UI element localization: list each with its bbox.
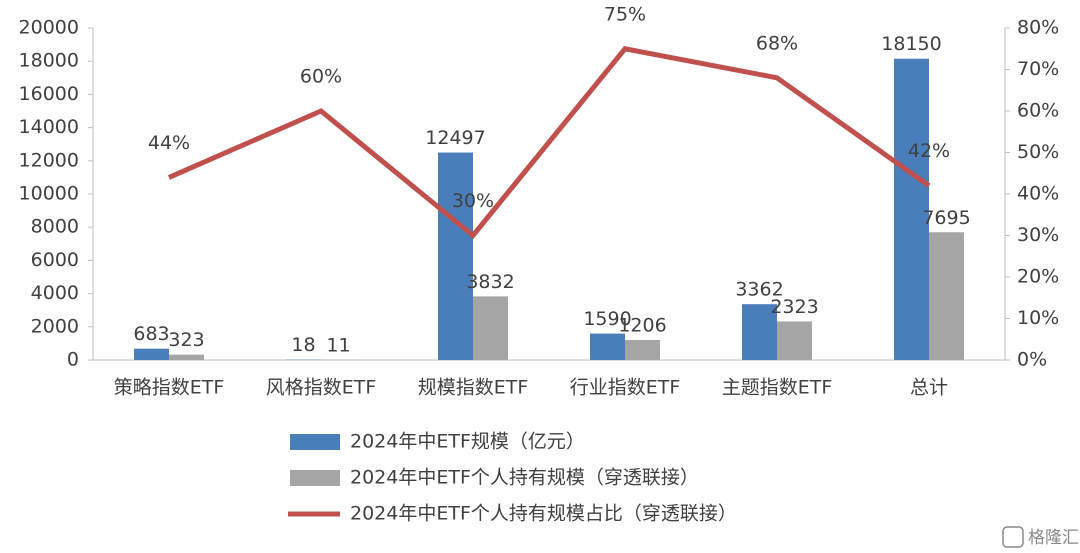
y2-tick-label: 0% — [1017, 349, 1047, 371]
line-value-label: 60% — [300, 66, 342, 88]
y-tick-label: 6000 — [31, 249, 79, 271]
y2-tick-label: 70% — [1017, 58, 1059, 80]
bar-value-label: 3362 — [735, 279, 783, 301]
y-tick-label: 8000 — [31, 216, 79, 238]
x-tick-label: 规模指数ETF — [418, 377, 529, 399]
y2-tick-label: 80% — [1017, 17, 1059, 39]
legend-swatch — [290, 434, 340, 450]
x-tick-label: 主题指数ETF — [722, 377, 833, 399]
y2-tick-label: 20% — [1017, 266, 1059, 288]
line-value-label: 68% — [756, 32, 798, 54]
x-tick-label: 风格指数ETF — [266, 377, 377, 399]
line-value-label: 75% — [604, 3, 646, 25]
y-tick-label: 16000 — [19, 83, 79, 105]
bar-value-label: 1206 — [618, 314, 666, 336]
y-tick-label: 18000 — [19, 50, 79, 72]
line-value-label: 30% — [452, 190, 494, 212]
watermark-icon — [1002, 526, 1024, 548]
bar — [169, 354, 204, 360]
y2-tick-label: 60% — [1017, 100, 1059, 122]
legend-label: 2024年中ETF规模（亿元） — [350, 431, 585, 453]
bar — [742, 304, 777, 360]
x-tick-label: 策略指数ETF — [114, 377, 225, 399]
y-tick-label: 4000 — [31, 282, 79, 304]
bar-value-label: 2323 — [770, 296, 818, 318]
y-tick-label: 0 — [67, 349, 79, 371]
y2-tick-label: 30% — [1017, 224, 1059, 246]
y-tick-label: 10000 — [19, 183, 79, 205]
bar-value-label: 7695 — [922, 207, 970, 229]
y-tick-label: 2000 — [31, 315, 79, 337]
bar-value-label: 18150 — [881, 33, 941, 55]
bar — [473, 296, 508, 360]
line — [167, 46, 931, 240]
bar — [590, 333, 625, 360]
bar — [777, 321, 812, 360]
bar-value-label: 323 — [168, 329, 204, 351]
bar-value-label: 1590 — [583, 308, 631, 330]
line-value-label: 44% — [148, 132, 190, 154]
bar-value-label: 18 — [291, 334, 315, 356]
watermark: 格隆汇 — [1028, 528, 1079, 548]
y-tick-label: 12000 — [19, 149, 79, 171]
y2-tick-label: 10% — [1017, 307, 1059, 329]
legend-label: 2024年中ETF个人持有规模（穿透联接） — [350, 467, 699, 489]
x-tick-label: 行业指数ETF — [570, 377, 681, 399]
y-tick-label: 14000 — [19, 116, 79, 138]
y2-tick-label: 50% — [1017, 141, 1059, 163]
bar-value-label: 11 — [326, 334, 350, 356]
legend-swatch — [290, 470, 340, 486]
bar — [894, 58, 929, 361]
bar-value-label: 3832 — [466, 271, 514, 293]
y2-tick-label: 40% — [1017, 183, 1059, 205]
bar — [929, 232, 964, 360]
y-tick-label: 20000 — [19, 17, 79, 39]
bar-value-label: 12497 — [425, 127, 485, 149]
bar — [625, 339, 660, 360]
bar — [438, 152, 473, 360]
bar — [134, 348, 169, 360]
line-value-label: 42% — [908, 140, 950, 162]
legend-label: 2024年中ETF个人持有规模占比（穿透联接） — [350, 503, 737, 525]
x-tick-label: 总计 — [910, 377, 948, 399]
bar-value-label: 683 — [133, 323, 169, 345]
